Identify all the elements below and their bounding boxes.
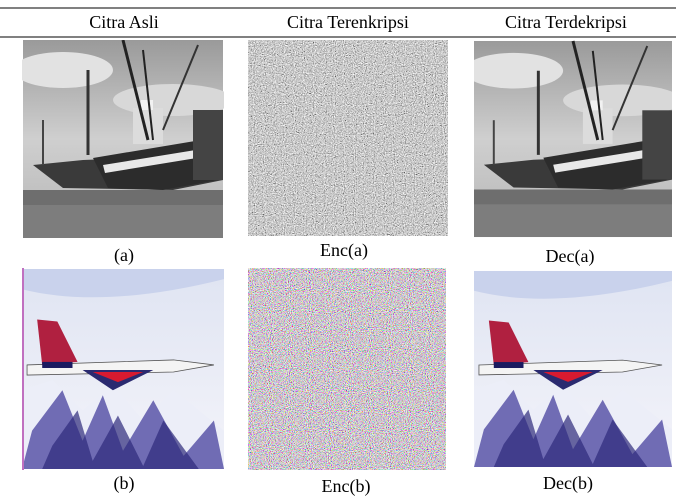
- caption: Enc(a): [320, 240, 368, 261]
- image-edge: [22, 268, 24, 470]
- encrypted-image: [248, 268, 446, 470]
- column-header: Citra Terenkripsi: [287, 12, 409, 32]
- original-image: [22, 269, 224, 469]
- caption: Dec(b): [543, 473, 593, 494]
- decrypted-image: [464, 41, 676, 237]
- caption: (a): [114, 245, 134, 266]
- figure-table: Citra Asli Citra Terenkripsi Citra Terde…: [0, 0, 676, 497]
- caption: Dec(a): [546, 246, 595, 267]
- column-header: Citra Asli: [89, 12, 159, 32]
- column-header: Citra Terdekripsi: [505, 12, 627, 32]
- caption: Enc(b): [322, 476, 371, 497]
- decrypted-image: [474, 271, 672, 467]
- caption: (b): [114, 473, 135, 494]
- original-image: [13, 40, 233, 238]
- page: Citra Asli Citra Terenkripsi Citra Terde…: [0, 0, 676, 497]
- encrypted-image: [248, 40, 448, 236]
